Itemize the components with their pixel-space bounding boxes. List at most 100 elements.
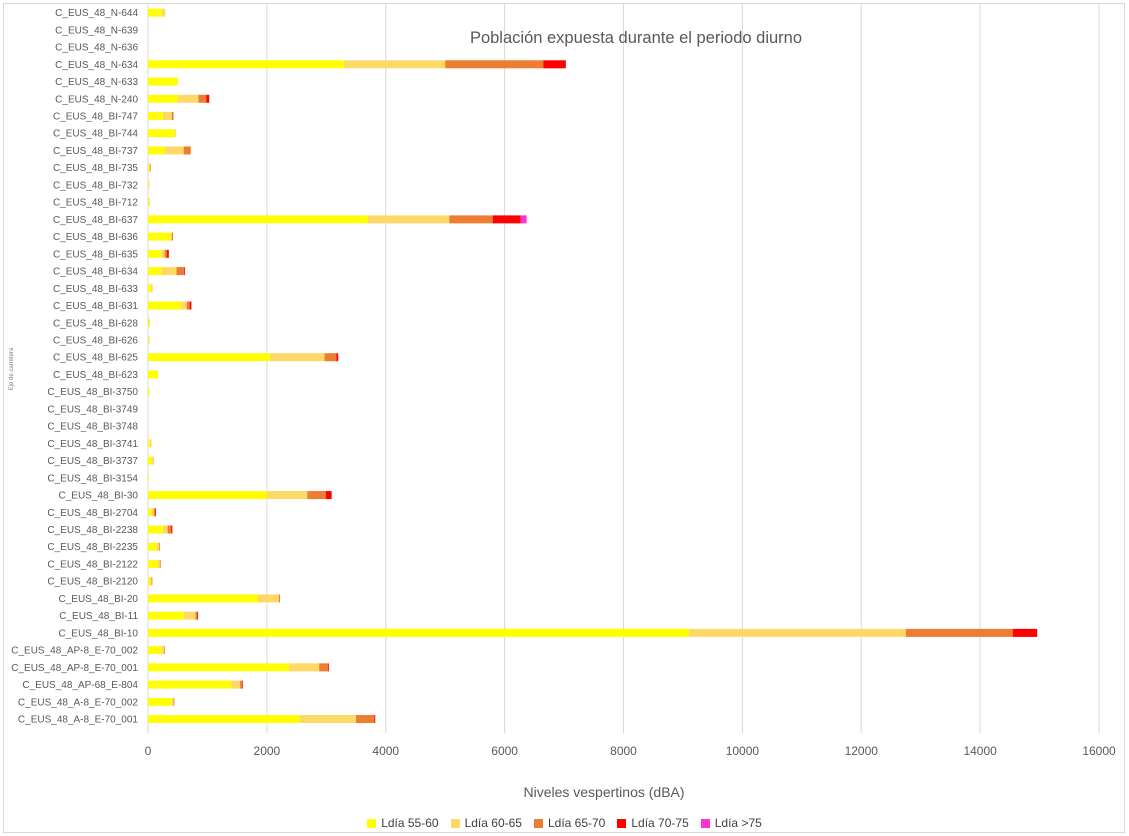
bar-c-eus-48-n-240-series-1 xyxy=(148,94,178,103)
category-label: C_EUS_48_N-240 xyxy=(55,94,138,105)
x-tick-label: 6000 xyxy=(491,744,518,758)
bar-c-eus-48-bi-11-series-4 xyxy=(197,611,199,620)
bar-c-eus-48-bi-634-series-3 xyxy=(176,267,185,276)
category-label: C_EUS_48_BI-2238 xyxy=(47,525,138,536)
bar-c-eus-48-bi-3154-series-1 xyxy=(148,473,149,482)
bar-c-eus-48-bi-10-series-1 xyxy=(148,628,689,637)
bar-c-eus-48-n-634-series-2 xyxy=(344,60,446,69)
bar-c-eus-48-bi-747-series-3 xyxy=(171,111,174,120)
bar-c-eus-48-bi-631-series-4 xyxy=(189,301,192,310)
bar-c-eus-48-bi-744-series-2 xyxy=(174,129,176,138)
bar-c-eus-48-ap-68-e-804-series-3 xyxy=(240,680,242,689)
bar-c-eus-48-n-240-series-2 xyxy=(177,94,199,103)
x-tick-label: 10000 xyxy=(726,744,760,758)
bar-c-eus-48-bi-10-series-4 xyxy=(1012,628,1038,637)
bar-c-eus-48-bi-637-series-5 xyxy=(520,215,527,224)
bar-c-eus-48-ap-8-e-70-002-series-1 xyxy=(148,646,162,655)
bar-c-eus-48-ap-8-e-70-001-series-4 xyxy=(328,663,329,672)
category-label: C_EUS_48_BI-712 xyxy=(53,198,138,209)
bar-c-eus-48-bi-625-series-3 xyxy=(324,353,337,362)
bar-c-eus-48-bi-11-series-3 xyxy=(195,611,198,620)
bar-c-eus-48-bi-3750-series-1 xyxy=(148,387,150,396)
x-axis-title: Niveles vespertinos (dBA) xyxy=(523,784,684,800)
legend-item: Ldía 55-60 xyxy=(367,816,439,830)
bar-c-eus-48-n-240-series-3 xyxy=(198,94,207,103)
legend-label: Ldía 65-70 xyxy=(547,816,606,830)
bar-c-eus-48-bi-712-series-1 xyxy=(148,198,150,207)
chart-title: Población expuesta durante el periodo di… xyxy=(470,29,802,47)
bar-c-eus-48-ap-68-e-804-series-1 xyxy=(148,680,232,689)
bar-c-eus-48-bi-20-series-1 xyxy=(148,594,258,603)
bar-c-eus-48-bi-2122-series-1 xyxy=(148,559,158,568)
bar-c-eus-48-bi-2235-series-2 xyxy=(156,542,160,551)
category-label: C_EUS_48_BI-2120 xyxy=(47,577,138,588)
bar-c-eus-48-ap-8-e-70-002-series-3 xyxy=(164,646,165,655)
bar-c-eus-48-bi-712-series-2 xyxy=(149,198,150,207)
bar-c-eus-48-n-634-series-3 xyxy=(445,60,544,69)
bar-c-eus-48-bi-635-series-3 xyxy=(164,249,168,258)
bar-c-eus-48-bi-10-series-3 xyxy=(905,628,1013,637)
bar-c-eus-48-bi-2235-series-1 xyxy=(148,542,157,551)
bar-c-eus-48-bi-11-series-2 xyxy=(183,611,196,620)
legend-item: Ldía 60-65 xyxy=(450,816,522,830)
bar-c-eus-48-bi-2238-series-3 xyxy=(167,525,172,534)
bar-c-eus-48-bi-10-series-2 xyxy=(688,628,906,637)
bar-c-eus-48-bi-3737-series-1 xyxy=(148,456,152,465)
bar-c-eus-48-bi-626-series-1 xyxy=(148,335,149,344)
bar-c-eus-48-bi-3741-series-1 xyxy=(148,439,150,448)
x-tick-label: 16000 xyxy=(1082,744,1116,758)
legend-item: Ldía >75 xyxy=(700,816,762,830)
bar-c-eus-48-bi-635-series-4 xyxy=(167,249,169,258)
bar-c-eus-48-bi-2235-series-3 xyxy=(159,542,161,551)
bar-c-eus-48-bi-2704-series-3 xyxy=(153,508,156,517)
category-label: C_EUS_48_BI-747 xyxy=(53,111,138,122)
category-label: C_EUS_48_BI-3737 xyxy=(47,456,138,467)
bar-c-eus-48-bi-30-series-3 xyxy=(307,491,326,500)
bar-c-eus-48-n-644-series-2 xyxy=(161,8,166,17)
x-tick-label: 12000 xyxy=(845,744,879,758)
x-tick-label: 8000 xyxy=(610,744,637,758)
bar-c-eus-48-bi-2704-series-2 xyxy=(151,508,154,517)
bar-c-eus-48-bi-631-series-1 xyxy=(148,301,181,310)
legend-item: Ldía 65-70 xyxy=(533,816,606,830)
legend: Ldía 55-60 Ldía 60-65 Ldía 65-70 Ldía 70-75… xyxy=(0,813,1129,833)
chart-frame xyxy=(3,3,1125,833)
bar-c-eus-48-bi-735-series-1 xyxy=(148,163,150,172)
bar-c-eus-48-ap-8-e-70-002-series-2 xyxy=(161,646,165,655)
bar-c-eus-48-bi-30-series-4 xyxy=(325,491,332,500)
x-tick-label: 4000 xyxy=(372,744,399,758)
category-label: C_EUS_48_BI-623 xyxy=(53,370,138,381)
bar-c-eus-48-n-644-series-1 xyxy=(148,8,162,17)
category-label: C_EUS_48_BI-631 xyxy=(53,301,138,312)
category-label: C_EUS_48_BI-3750 xyxy=(47,387,138,398)
bar-c-eus-48-bi-747-series-2 xyxy=(162,111,172,120)
bar-c-eus-48-bi-628-series-1 xyxy=(148,318,150,327)
bar-c-eus-48-bi-3737-series-2 xyxy=(151,456,154,465)
gridlines xyxy=(147,4,1100,733)
bar-c-eus-48-bi-30-series-2 xyxy=(266,491,308,500)
bar-c-eus-48-a-8-e-70-001-series-1 xyxy=(148,715,300,724)
bar-c-eus-48-bi-626-series-2 xyxy=(148,335,150,344)
bar-c-eus-48-bi-625-series-2 xyxy=(269,353,325,362)
x-tick-labels: 0 2000 4000 6000 8000 10000 12000 14000 16000 xyxy=(145,744,1116,758)
bar-c-eus-48-a-8-e-70-001-series-2 xyxy=(299,715,357,724)
category-label: C_EUS_48_BI-744 xyxy=(53,129,138,140)
category-label: C_EUS_48_BI-2704 xyxy=(47,508,138,519)
bar-c-eus-48-bi-735-series-2 xyxy=(149,163,150,172)
bar-c-eus-48-bi-625-series-1 xyxy=(148,353,270,362)
bar-c-eus-48-bi-637-series-3 xyxy=(449,215,493,224)
bar-c-eus-48-bi-636-series-2 xyxy=(170,232,172,241)
category-label: C_EUS_48_N-634 xyxy=(55,60,138,71)
bar-c-eus-48-ap-68-e-804-series-2 xyxy=(231,680,241,689)
x-tick-label: 14000 xyxy=(963,744,997,758)
category-label: C_EUS_48_AP-68_E-804 xyxy=(22,680,138,691)
bar-c-eus-48-bi-634-series-2 xyxy=(161,267,177,276)
category-label: C_EUS_48_BI-2122 xyxy=(47,559,138,570)
bar-c-eus-48-bi-732-series-2 xyxy=(148,180,150,189)
category-label: C_EUS_48_N-636 xyxy=(55,43,138,54)
bar-c-eus-48-bi-628-series-2 xyxy=(149,318,150,327)
bar-c-eus-48-bi-30-series-1 xyxy=(148,491,267,500)
bar-c-eus-48-bi-20-series-3 xyxy=(278,594,280,603)
x-tick-label: 2000 xyxy=(254,744,281,758)
category-label: C_EUS_48_BI-3741 xyxy=(47,439,138,450)
